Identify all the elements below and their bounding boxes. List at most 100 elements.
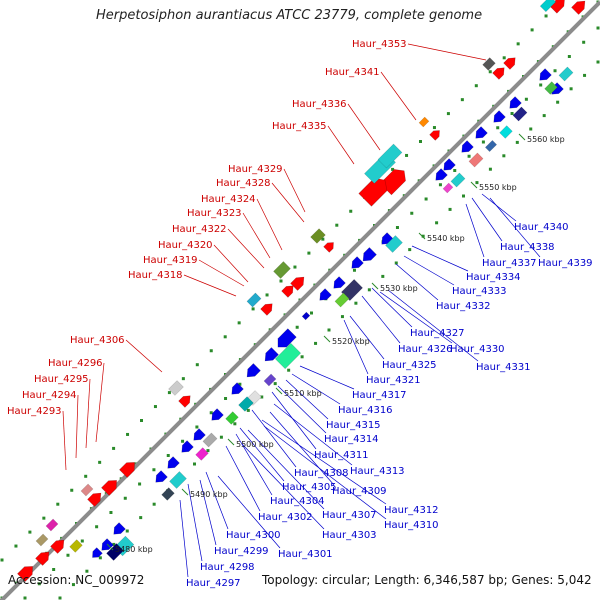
guide-dot [481, 140, 485, 144]
feature-block-shape [273, 261, 291, 279]
gene-label-upper: Haur_4296 [48, 358, 103, 369]
feature-block [246, 292, 262, 308]
accession-text: Accession: NC_009972 [8, 573, 145, 587]
guide-dot [421, 234, 425, 238]
guide-dot [224, 397, 228, 400]
gene-label-lower: Haur_4327 [410, 328, 465, 339]
gene-label-lower: Haur_4311 [314, 450, 369, 461]
gene-label-lower: Haur_4334 [466, 272, 521, 283]
guide-dot [219, 435, 223, 439]
guide-dot [14, 544, 18, 548]
guide-dot [265, 293, 269, 297]
guide-dot [530, 28, 534, 32]
reverse-gene [155, 470, 168, 483]
guide-dot [432, 126, 436, 130]
guide-dot [556, 100, 560, 104]
reverse-gene-shape [362, 247, 377, 262]
guide-dot [569, 87, 573, 91]
gene-label-lower: Haur_4339 [538, 258, 593, 269]
forward-gene [119, 462, 135, 478]
guide-dot [502, 154, 506, 158]
gene-label-upper: Haur_4341 [325, 67, 380, 78]
reverse-gene-shape [246, 363, 261, 378]
gene-label-lower: Haur_4338 [500, 242, 555, 253]
guide-dot [515, 140, 519, 144]
guide-dot [300, 355, 304, 359]
reverse-gene [231, 382, 244, 395]
reverse-gene [461, 140, 474, 153]
leader-line-upper [183, 274, 237, 297]
guide-dot [435, 221, 439, 225]
feature-block-shape [442, 182, 454, 194]
leader-line-upper [85, 378, 91, 449]
leader-line-lower [387, 289, 479, 362]
gene-label-lower: Haur_4331 [476, 362, 531, 373]
gene-label-lower: Haur_4332 [436, 301, 491, 312]
guide-dot [408, 248, 412, 252]
feature-block [468, 152, 484, 168]
feature-block-shape [246, 292, 262, 308]
guide-dot [394, 261, 398, 265]
leader-line-upper [242, 212, 271, 259]
guide-dot [209, 411, 213, 415]
feature-block-shape [310, 228, 326, 244]
guide-dot [238, 382, 242, 386]
guide-dot [460, 98, 464, 102]
leader-line-upper [75, 394, 79, 459]
leader-line-lower [179, 499, 189, 578]
gene-label-upper: Haur_4319 [143, 255, 198, 266]
leader-line-lower [395, 263, 439, 301]
guide-dot [246, 408, 250, 412]
guide-dot [223, 335, 227, 339]
guide-dot [84, 474, 88, 478]
leader-line-upper [62, 410, 67, 471]
reverse-gene-shape [193, 428, 206, 441]
feature-block [385, 235, 403, 253]
guide-dot [42, 516, 46, 520]
feature-block [301, 311, 311, 321]
ruler-label: 5510 kbp [284, 389, 322, 398]
reverse-gene [211, 408, 224, 421]
leader-line-lower [241, 443, 325, 530]
leader-line-lower [199, 479, 217, 546]
gene-label-lower: Haur_4303 [322, 530, 377, 541]
guide-dot [98, 556, 102, 560]
gene-label-upper: Haur_4323 [187, 208, 242, 219]
guide-dot [56, 502, 60, 506]
guide-dot [340, 315, 344, 319]
leader-line-upper [327, 125, 355, 165]
reverse-gene-shape [333, 276, 346, 289]
gene-track [17, 0, 586, 582]
gene-label-lower: Haur_4314 [324, 434, 379, 445]
reverse-gene-shape [211, 408, 224, 421]
guide-dot [391, 167, 395, 171]
reverse-gene [435, 168, 448, 181]
leader-line-lower [343, 319, 369, 375]
guide-dot [152, 468, 156, 472]
forward-gene [260, 303, 273, 316]
guide-dot [152, 502, 156, 506]
feature-block [45, 518, 59, 532]
reverse-gene-shape [155, 470, 168, 483]
feature-block-shape [169, 471, 187, 489]
guide-dot [544, 14, 548, 18]
reverse-gene-shape [435, 168, 448, 181]
reverse-gene [493, 110, 506, 123]
forward-gene-shape [178, 395, 191, 408]
gene-label-lower: Haur_4298 [200, 562, 255, 573]
feature-block-shape [168, 380, 184, 396]
ruler-tick [227, 438, 235, 446]
guide-dot [335, 223, 339, 227]
guide-dot [582, 40, 586, 44]
feature-block [161, 487, 175, 501]
gene-label-upper: Haur_4306 [70, 335, 125, 346]
feature-block [168, 380, 184, 396]
leader-line-upper [271, 182, 305, 223]
gene-label-lower: Haur_4308 [294, 468, 349, 479]
forward-gene-shape [50, 539, 65, 554]
leader-line-lower [361, 295, 401, 344]
gene-label-lower: Haur_4317 [352, 390, 407, 401]
guide-dot [446, 112, 450, 116]
gene-label-upper: Haur_4328 [216, 178, 271, 189]
guide-dot [167, 391, 171, 395]
